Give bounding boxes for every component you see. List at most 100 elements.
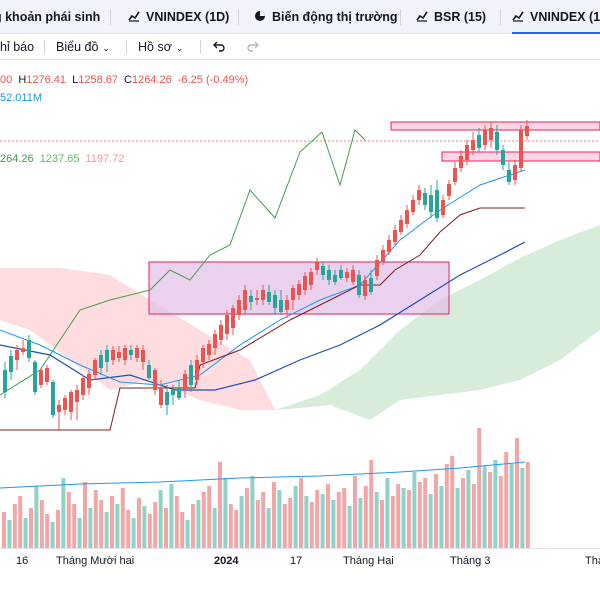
chart-toolbar: hỉ báo Biểu đồ ⌄ Hồ sơ ⌄ — [0, 34, 600, 60]
volume-bar — [299, 478, 303, 548]
candle-body — [423, 193, 427, 205]
time-label: 16 — [16, 555, 29, 567]
volume-bar — [369, 460, 374, 548]
undo-button[interactable] — [212, 34, 226, 60]
volume-bar — [120, 488, 125, 548]
volume-bar — [61, 478, 66, 548]
ema-fast-line — [0, 169, 526, 386]
candle-body — [477, 135, 481, 148]
candle-body — [495, 132, 499, 150]
candle-body — [273, 295, 277, 308]
candle-body — [507, 170, 511, 182]
volume-bar — [390, 496, 395, 548]
volume-bar — [288, 498, 293, 548]
volume-bar — [12, 504, 17, 548]
candle-body — [15, 350, 19, 360]
candle-body — [165, 392, 169, 405]
profile-label: Hồ sơ — [138, 40, 172, 54]
chart-type-label: Biểu đồ — [56, 40, 99, 54]
chikou-line — [0, 129, 366, 396]
redo-button[interactable] — [246, 34, 260, 60]
volume-bar — [428, 494, 433, 548]
volume-bar — [250, 476, 255, 548]
volume-bar — [466, 470, 471, 548]
candle-body — [195, 360, 199, 380]
volume-bar — [169, 484, 174, 548]
volume-bar — [401, 488, 406, 548]
volume-bar — [164, 508, 168, 548]
ohlc-high-key: H — [18, 74, 27, 86]
candle-body — [111, 350, 115, 360]
ohlc-legend: 00 H1276.41 L1258.67 C1264.26 -6.25 (-0.… — [0, 74, 248, 86]
candle-body — [297, 284, 301, 295]
volume-bar — [477, 428, 482, 548]
candle-body — [483, 130, 487, 145]
ohlc-low: 1258.67 — [78, 74, 118, 86]
redo-icon — [247, 41, 259, 52]
profile-dropdown[interactable]: Hồ sơ ⌄ — [138, 34, 183, 60]
volume-bar — [126, 510, 131, 548]
candle-body — [291, 288, 295, 300]
volume-bar — [56, 510, 60, 548]
tab-divider — [500, 9, 501, 25]
tab-market-movement[interactable]: Biến động thị trường — [254, 0, 398, 34]
volume-value: 52.011M — [0, 92, 42, 104]
volume-bar — [39, 500, 44, 548]
tab-vnindex-1d[interactable]: VNINDEX (1D) — [128, 0, 229, 34]
volume-bar — [504, 452, 509, 548]
candle-body — [405, 210, 409, 224]
candle-body — [129, 350, 133, 355]
volume-bar — [104, 512, 109, 548]
candle-body — [327, 270, 331, 280]
candle-body — [225, 315, 229, 334]
indicators-button[interactable]: hỉ báo — [0, 34, 34, 60]
volume-bar — [131, 518, 136, 548]
candle-body — [9, 356, 13, 372]
volume-bar — [525, 462, 530, 548]
volume-bar — [482, 466, 487, 548]
volume-bar — [110, 496, 114, 548]
candle-body — [309, 272, 313, 285]
volume-bar — [515, 438, 519, 548]
volume-bar — [461, 478, 465, 548]
volume-bar — [115, 504, 120, 548]
volume-bar — [218, 462, 222, 548]
time-label: 2024 — [214, 555, 239, 567]
candle-body — [489, 128, 493, 140]
price-chart[interactable] — [0, 60, 600, 548]
tab-bar: g khoản phái sinh VNINDEX (1D) Biến động… — [0, 0, 600, 34]
volume-bar — [228, 504, 233, 548]
ichimoku-value-2: 1237.65 — [39, 153, 80, 165]
tab-vnindex-1d-active[interactable]: VNINDEX (1D — [512, 0, 600, 34]
candle-body — [447, 184, 451, 196]
candle-body — [501, 150, 505, 165]
tab-derivatives[interactable]: g khoản phái sinh — [0, 0, 100, 34]
volume-bar — [77, 518, 82, 548]
candle-body — [51, 382, 55, 415]
volume-bar — [277, 490, 282, 548]
candle-body — [351, 270, 355, 282]
time-axis[interactable]: 16 Tháng Mười hai 2024 17 Tháng Hai Thán… — [0, 548, 600, 600]
candle-body — [417, 190, 421, 200]
candle-body — [183, 374, 187, 390]
ema-slow-line — [0, 241, 526, 391]
volume-bar — [223, 478, 228, 548]
candle-body — [27, 340, 31, 358]
chart-type-dropdown[interactable]: Biểu đồ ⌄ — [56, 34, 110, 60]
candle-body — [201, 348, 205, 362]
volume-bar — [385, 478, 390, 548]
candle-body — [393, 230, 397, 242]
candle-body — [435, 190, 439, 218]
time-label: Tháng 3 — [450, 555, 491, 567]
time-label: Tháng Mười hai — [56, 555, 135, 567]
volume-bar — [450, 456, 455, 548]
volume-bar — [380, 500, 384, 548]
candle-body — [39, 370, 43, 385]
candle-body — [63, 398, 67, 410]
candle-body — [255, 298, 259, 300]
tab-bsr-15[interactable]: BSR (15) — [416, 0, 486, 34]
volume-bar — [439, 486, 444, 548]
volume-bar — [358, 498, 363, 548]
volume-bar — [471, 484, 476, 548]
candle-body — [45, 368, 49, 382]
